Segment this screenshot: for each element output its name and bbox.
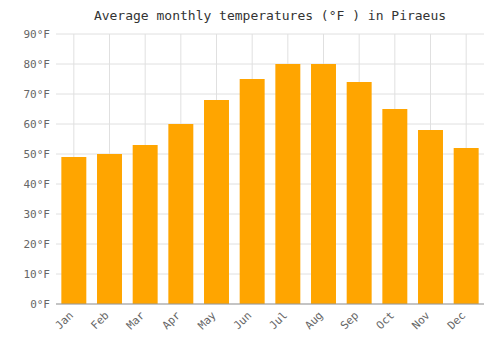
x-tick-label: Nov	[409, 309, 433, 333]
y-tick-label: 80°F	[24, 58, 51, 71]
chart-svg: Average monthly temperatures (°F ) in Pi…	[0, 0, 500, 350]
bar	[311, 64, 336, 304]
y-grid-line	[56, 124, 484, 125]
x-tick-label: Jan	[53, 309, 76, 332]
bar	[133, 145, 158, 304]
x-tick-label: Jul	[267, 309, 290, 332]
y-tick-label: 90°F	[24, 28, 51, 41]
x-tick-label: May	[195, 309, 219, 333]
y-tick-label: 10°F	[24, 268, 51, 281]
x-axis-line	[56, 304, 484, 305]
y-tick-label: 70°F	[24, 88, 51, 101]
bar	[240, 79, 265, 304]
y-tick-label: 60°F	[24, 118, 51, 131]
y-tick-label: 0°F	[30, 298, 50, 311]
bar	[382, 109, 407, 304]
bars	[61, 64, 478, 304]
y-tick-label: 20°F	[24, 238, 51, 251]
y-grid-line	[56, 64, 484, 65]
y-tick-label: 50°F	[24, 148, 51, 161]
x-tick-label: Sep	[338, 309, 361, 332]
x-tick-label: Jun	[231, 309, 254, 332]
bar	[61, 157, 86, 304]
bar	[168, 124, 193, 304]
y-grid-line	[56, 34, 484, 35]
x-tick-label: Mar	[124, 309, 148, 333]
bar	[418, 130, 443, 304]
bar	[347, 82, 372, 304]
x-tick-label: Feb	[88, 309, 111, 332]
bar	[97, 154, 122, 304]
x-tick-label: Dec	[445, 309, 468, 332]
bar	[204, 100, 229, 304]
y-grid-line	[56, 304, 484, 305]
bar	[454, 148, 479, 304]
bar	[275, 64, 300, 304]
y-grid-line	[56, 94, 484, 95]
title: Average monthly temperatures (°F ) in Pi…	[94, 8, 446, 23]
x-tick-label: Oct	[374, 309, 397, 332]
y-tick-label: 30°F	[24, 208, 51, 221]
chart-container: Average monthly temperatures (°F ) in Pi…	[0, 0, 500, 350]
y-tick-label: 40°F	[24, 178, 51, 191]
grid	[56, 34, 484, 304]
x-tick-label: Apr	[160, 309, 184, 333]
x-tick-label: Aug	[302, 309, 325, 332]
